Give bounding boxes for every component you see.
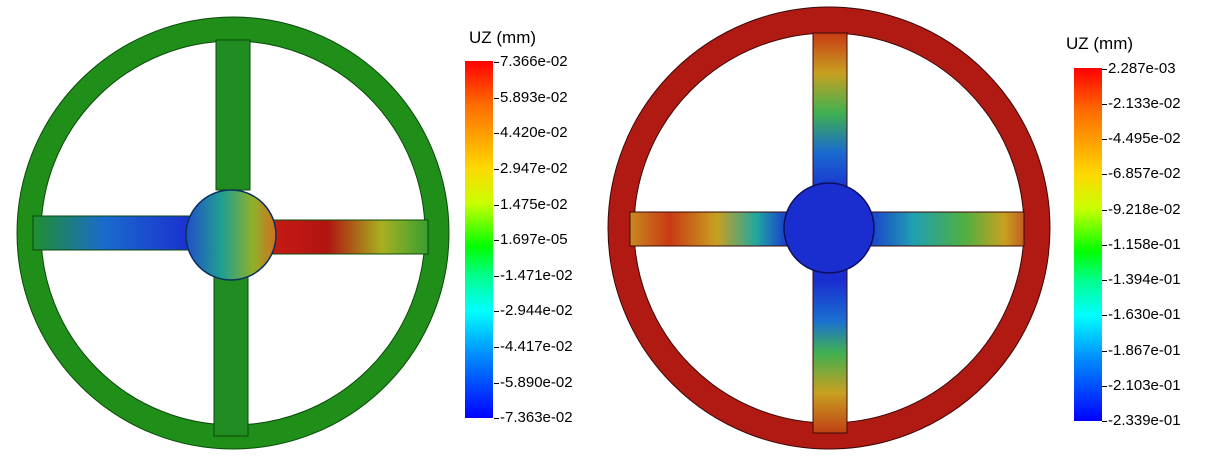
left-colorbar — [465, 61, 493, 418]
left-spoke-left — [32, 215, 194, 251]
right-rim — [608, 7, 1050, 449]
right-tick-label: -1.394e-01 — [1102, 271, 1181, 288]
right-legend-title: UZ (mm) — [1066, 34, 1134, 53]
left-tick-label: 4.420e-02 — [494, 124, 568, 141]
left-tick-label: -5.890e-02 — [494, 374, 573, 391]
right-tick-label: -4.495e-02 — [1102, 130, 1181, 147]
left-tick-label: 1.475e-02 — [494, 196, 568, 213]
left-tick-label: -4.417e-02 — [494, 338, 573, 355]
right-tick-label: -2.339e-01 — [1102, 412, 1181, 429]
left-tick-label: 5.893e-02 — [494, 89, 568, 106]
left-tick-label: 1.697e-05 — [494, 231, 568, 248]
left-legend-title: UZ (mm) — [469, 28, 537, 47]
right-wheel — [607, 6, 1051, 450]
right-tick-label: -1.867e-01 — [1102, 342, 1181, 359]
right-hub — [783, 182, 875, 274]
right-tick-label: -9.218e-02 — [1102, 201, 1181, 218]
right-tick-label: -2.133e-02 — [1102, 95, 1181, 112]
left-tick-label: 7.366e-02 — [494, 53, 568, 70]
left-rim — [17, 17, 449, 449]
left-spoke-top — [215, 39, 251, 191]
left-spoke-right — [272, 219, 429, 255]
right-tick-label: -2.103e-01 — [1102, 377, 1181, 394]
left-tick-label: -7.363e-02 — [494, 409, 573, 426]
right-tick-label: -6.857e-02 — [1102, 165, 1181, 182]
left-tick-label: -2.944e-02 — [494, 302, 573, 319]
right-tick-label: -1.630e-01 — [1102, 306, 1181, 323]
right-tick-label: 2.287e-03 — [1102, 60, 1176, 77]
left-hub — [185, 189, 277, 281]
left-tick-label: -1.471e-02 — [494, 267, 573, 284]
right-tick-label: -1.158e-01 — [1102, 236, 1181, 253]
right-colorbar — [1074, 68, 1102, 421]
left-spoke-bottom — [213, 275, 249, 437]
left-tick-label: 2.947e-02 — [494, 160, 568, 177]
left-wheel — [16, 16, 450, 450]
